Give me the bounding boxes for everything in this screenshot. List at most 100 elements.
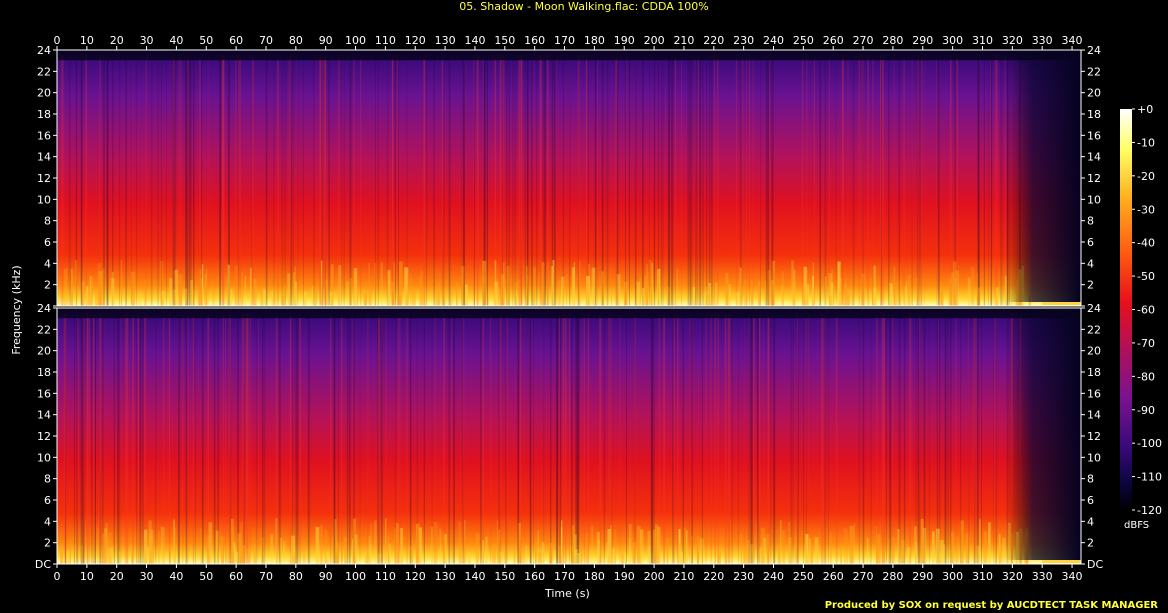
spectral-stripe (728, 313, 731, 565)
bass-energy (803, 266, 807, 306)
x-tick-label-top: 210 (673, 34, 694, 47)
bass-energy (514, 282, 518, 306)
spectral-stripe (539, 55, 542, 307)
spectral-stripe (377, 313, 379, 565)
spectral-stripe (241, 313, 244, 565)
spectral-stripe (554, 55, 556, 307)
spectral-stripe (533, 313, 534, 565)
spectral-stripe (112, 55, 114, 307)
bass-energy (610, 289, 613, 306)
bass-energy (160, 526, 165, 564)
bass-energy (302, 541, 306, 564)
bass-energy (331, 537, 334, 564)
spectral-stripe (571, 313, 573, 565)
spectral-stripe (228, 313, 230, 565)
x-tick-label-top: 300 (942, 34, 963, 47)
bass-energy (666, 537, 669, 564)
spectral-stripe (558, 313, 560, 565)
bass-energy (538, 552, 542, 564)
spectral-stripe (177, 313, 179, 565)
spectral-stripe (192, 313, 194, 565)
spectral-stripe (825, 313, 827, 565)
spectral-stripe (520, 313, 522, 565)
spectral-stripe (543, 313, 545, 565)
x-tick-label-bottom: 150 (494, 570, 515, 583)
x-tick-label-bottom: 230 (733, 570, 754, 583)
spectral-stripe (396, 55, 399, 307)
spectral-stripe (105, 313, 106, 565)
bass-energy (365, 553, 370, 564)
y-tick-label-left: 4 (44, 515, 51, 528)
bass-energy (899, 280, 902, 306)
bass-energy (714, 282, 718, 306)
y-tick-label-right: 6 (1087, 236, 1094, 249)
spectral-stripe (911, 55, 913, 307)
bass-energy (411, 540, 414, 564)
spectral-stripe (278, 313, 281, 565)
spectral-stripe (634, 313, 636, 565)
bass-energy (610, 525, 612, 564)
spectral-stripe (885, 313, 887, 565)
spectral-stripe (482, 55, 484, 307)
bass-energy (861, 273, 865, 306)
bass-energy (260, 286, 264, 306)
bass-energy (442, 532, 445, 564)
spectral-stripe (381, 313, 383, 565)
bass-energy (652, 292, 655, 306)
spectral-stripe (321, 55, 324, 307)
spectral-stripe (939, 55, 940, 307)
bass-energy (623, 282, 628, 306)
spectral-stripe (187, 55, 189, 307)
spectral-stripe (626, 313, 627, 565)
bass-energy (951, 531, 954, 564)
bass-energy (334, 548, 337, 564)
bass-energy (374, 262, 376, 306)
bass-energy (795, 537, 797, 564)
spectral-stripe (296, 313, 298, 565)
bass-energy (967, 277, 971, 306)
spectral-stripe (822, 313, 825, 565)
bass-energy (351, 538, 354, 564)
bass-energy (230, 288, 233, 306)
bass-energy (204, 274, 207, 306)
spectral-stripe (386, 55, 389, 307)
bass-energy (844, 283, 847, 306)
bass-energy (708, 283, 712, 306)
bass-energy (482, 260, 487, 306)
x-tick-label-bottom: 300 (942, 570, 963, 583)
spectral-stripe (463, 55, 466, 307)
bass-energy (197, 288, 200, 306)
spectral-stripe (752, 313, 755, 565)
spectral-stripe (484, 55, 487, 307)
x-tick-label-bottom: 240 (763, 570, 784, 583)
spectral-stripe (797, 313, 798, 565)
spectral-stripe (330, 313, 332, 565)
x-tick-label-bottom: 130 (435, 570, 456, 583)
spectral-stripe (217, 313, 219, 565)
spectral-stripe (790, 313, 792, 565)
spectral-stripe (182, 313, 183, 565)
spectral-stripe (691, 313, 693, 565)
bass-energy (676, 269, 679, 306)
bass-energy (66, 551, 70, 564)
spectral-stripe (524, 55, 526, 307)
bass-energy (557, 280, 561, 306)
spectral-stripe (888, 55, 890, 307)
bass-energy (965, 533, 969, 564)
bass-energy (475, 533, 479, 564)
bass-energy (853, 523, 855, 564)
bass-energy (932, 531, 935, 564)
x-tick-label-top: 270 (853, 34, 874, 47)
bass-energy (844, 527, 846, 564)
spectral-stripe (505, 313, 507, 565)
bass-energy (868, 289, 871, 306)
bass-energy (763, 537, 766, 564)
bass-energy (169, 543, 171, 564)
bass-energy (304, 292, 306, 306)
y-tick-label-left: 10 (37, 193, 51, 206)
bass-energy (950, 272, 955, 306)
bass-energy (161, 291, 165, 306)
spectral-stripe (924, 313, 926, 565)
spectral-stripe (333, 313, 335, 565)
spectral-stripe (973, 313, 976, 565)
